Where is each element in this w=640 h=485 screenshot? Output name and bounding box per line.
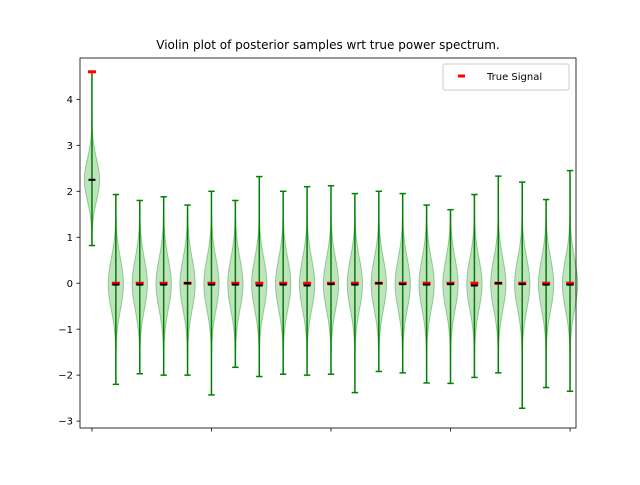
true-signal-marker-11: [350, 281, 359, 285]
y-tick-label-3: 0: [67, 279, 73, 290]
y-tick-label-7: 4: [67, 95, 73, 106]
violin-group-18: [514, 181, 531, 409]
true-signal-marker-8: [279, 281, 288, 285]
y-tick-label-6: 3: [67, 141, 73, 152]
violin-group-10: [322, 185, 340, 375]
violin-group-7: [251, 175, 268, 378]
legend-marker-true-signal: [458, 74, 465, 78]
violin-group-9: [298, 185, 316, 376]
true-signal-marker-14: [422, 281, 431, 285]
violin-group-2: [131, 199, 148, 375]
true-signal-marker-5: [207, 281, 216, 285]
plot-area-frame: [79, 57, 577, 429]
true-signal-marker-9: [303, 281, 312, 285]
true-signal-marker-7: [255, 281, 264, 285]
y-tick-label-0: −3: [58, 417, 73, 428]
violin-group-4: [179, 204, 196, 376]
y-axis: −3 −2 −1 0 1 2 3 4: [58, 95, 80, 428]
true-signal-layer: [87, 70, 575, 287]
true-signal-marker-20: [566, 281, 575, 285]
violin-group-19: [537, 198, 555, 389]
y-tick-label-1: −2: [58, 371, 73, 382]
violin-group-5: [203, 190, 220, 396]
plot-area-background: [80, 58, 576, 428]
chart-title: Violin plot of posterior samples wrt tru…: [156, 38, 499, 52]
y-tick-label-5: 2: [67, 187, 73, 198]
true-signal-marker-1: [111, 281, 120, 285]
violin-group-3: [155, 196, 172, 376]
violin-group-15: [442, 208, 459, 385]
violin-group-20: [561, 169, 579, 392]
true-signal-marker-0: [87, 70, 96, 74]
true-signal-marker-19: [542, 281, 551, 285]
true-signal-marker-6: [231, 281, 240, 285]
y-tick-label-2: −1: [58, 325, 73, 336]
violin-group-1: [107, 193, 124, 386]
violin-group-17: [490, 175, 507, 374]
violin-group-12: [370, 190, 387, 373]
violin-group-14: [418, 204, 435, 384]
violin-group-0: [83, 71, 101, 247]
legend: True Signal: [442, 63, 570, 91]
true-signal-marker-3: [159, 281, 168, 285]
y-tick-label-4: 1: [67, 233, 73, 244]
legend-box: [442, 63, 570, 91]
legend-label-true-signal: True Signal: [486, 72, 542, 83]
true-signal-marker-2: [135, 281, 144, 285]
x-axis: [91, 428, 571, 432]
true-signal-marker-16: [470, 281, 479, 285]
violin-group-11: [346, 192, 364, 394]
